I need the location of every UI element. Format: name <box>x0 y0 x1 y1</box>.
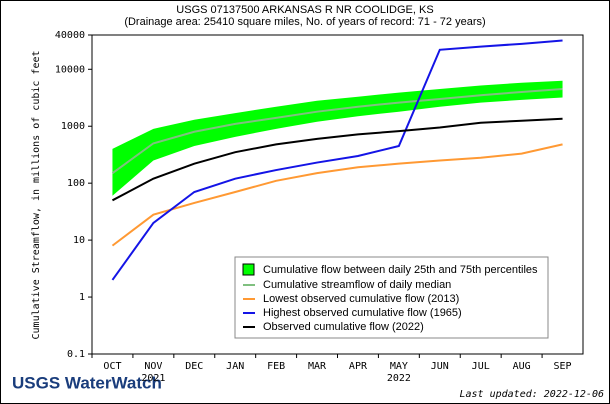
x-tick-label: MAR <box>308 361 327 372</box>
legend-label: Observed cumulative flow (2022) <box>263 321 424 333</box>
y-tick-label: 100 <box>67 178 85 189</box>
y-tick-label: 40000 <box>55 30 85 41</box>
logo: USGS WaterWatch <box>12 373 162 392</box>
x-tick-label: AUG <box>513 361 531 372</box>
x-tick-label: SEP <box>554 361 572 372</box>
series-line <box>111 39 563 281</box>
year-label: 2022 <box>387 373 411 384</box>
x-tick-label: JUL <box>472 361 490 372</box>
legend-label: Lowest observed cumulative flow (2013) <box>263 293 459 305</box>
x-tick-label: MAY <box>390 361 408 372</box>
x-tick-label: APR <box>349 361 368 372</box>
x-tick-label: FEB <box>267 361 285 372</box>
legend-label: Cumulative flow between daily 25th and 7… <box>263 264 538 276</box>
x-tick-label: OCT <box>103 361 121 372</box>
series-line <box>111 117 563 202</box>
chart-title: USGS 07137500 ARKANSAS R NR COOLIDGE, KS <box>176 4 433 16</box>
series-line <box>111 88 563 174</box>
y-tick-label: 1000 <box>61 121 85 132</box>
y-tick-label: 10 <box>73 235 85 246</box>
year-label: 2021 <box>141 373 165 384</box>
y-tick-label: 1 <box>79 292 85 303</box>
x-tick-label: DEC <box>185 361 203 372</box>
x-tick-label: JUN <box>431 361 449 372</box>
y-tick-label: 10000 <box>55 64 85 75</box>
y-tick-label: 0.1 <box>67 349 85 360</box>
x-tick-label: JAN <box>226 361 244 372</box>
last-updated: Last updated: 2022-12-06 <box>460 389 605 400</box>
legend-box <box>234 256 549 339</box>
legend-label: Highest observed cumulative flow (1965) <box>263 307 462 319</box>
legend-swatch <box>242 263 255 276</box>
y-axis-label: Cumulative Streamflow, in millions of cu… <box>31 51 42 340</box>
chart-subtitle: (Drainage area: 25410 square miles, No. … <box>124 16 485 28</box>
x-tick-label: NOV <box>144 361 162 372</box>
legend-label: Cumulative streamflow of daily median <box>263 279 451 291</box>
series-line <box>111 143 563 247</box>
